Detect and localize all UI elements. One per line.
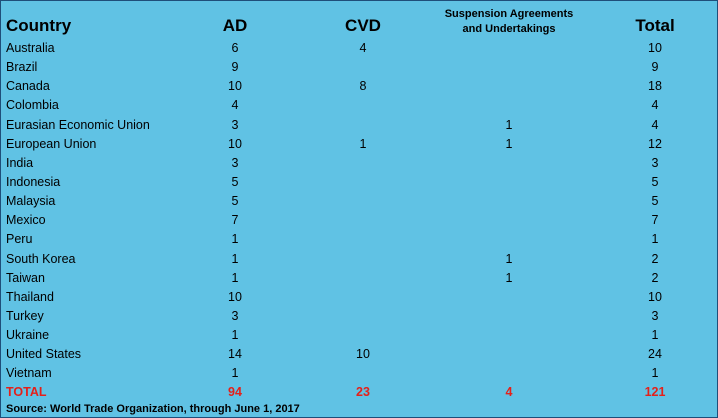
cell-total: 12 [648, 136, 662, 151]
table-row: Australia 6 4 10 [1, 39, 717, 58]
header-total: Total [635, 16, 675, 35]
cell-ad: 5 [231, 174, 239, 189]
table-body: Australia 6 4 10 Brazil 9 9 Canada 10 8 18 Colom… [1, 39, 717, 384]
table-row: Colombia 4 4 [1, 96, 717, 115]
cell-country: Colombia [6, 98, 59, 113]
cell-ad: 10 [228, 79, 242, 94]
header-suspension-line1: Suspension Agreements [444, 8, 574, 20]
header-ad: AD [222, 16, 248, 35]
header-suspension: Suspension Agreements and Undertakings [445, 7, 574, 37]
table-row: Peru 1 1 [1, 230, 717, 249]
cell-suspension: 1 [505, 117, 513, 132]
cell-country: India [6, 155, 34, 170]
cell-country: European Union [6, 136, 97, 151]
cell-ad: 5 [231, 194, 239, 209]
table-row: Canada 10 8 18 [1, 77, 717, 96]
cell-ad: 4 [231, 98, 239, 113]
table-row: Brazil 9 9 [1, 58, 717, 77]
cell-country: Mexico [6, 213, 46, 228]
cell-country: Eurasian Economic Union [6, 117, 150, 132]
table-row: South Korea 1 1 2 [1, 250, 717, 269]
cell-ad: 9 [231, 60, 239, 75]
table-row: Eurasian Economic Union 3 1 4 [1, 116, 717, 135]
cell-country: Thailand [6, 289, 54, 304]
cell-suspension: 1 [505, 251, 513, 266]
cell-country: Peru [6, 232, 33, 247]
cell-cvd: 10 [356, 347, 370, 362]
cell-total: 24 [648, 347, 662, 362]
table-row: Vietnam 1 1 [1, 364, 717, 383]
cell-ad: 3 [231, 155, 239, 170]
cell-country: Malaysia [6, 194, 56, 209]
table-row: Mexico 7 7 [1, 211, 717, 230]
totals-row: TOTAL 94 23 4 121 [1, 384, 717, 400]
cell-total: 9 [651, 60, 659, 75]
table-row: United States 14 10 24 [1, 345, 717, 364]
totals-suspension: 4 [505, 385, 513, 399]
cell-country: Canada [6, 79, 50, 94]
cell-country: Indonesia [6, 174, 61, 189]
cell-cvd: 4 [359, 41, 367, 55]
header-country: Country [6, 16, 72, 35]
cell-cvd: 1 [359, 136, 367, 151]
cell-ad: 3 [231, 308, 239, 323]
cell-total: 2 [651, 251, 659, 266]
cell-cvd: 8 [359, 79, 367, 94]
cell-total: 3 [651, 155, 659, 170]
cell-total: 4 [651, 117, 659, 132]
cell-ad: 6 [231, 41, 239, 55]
cell-country: Taiwan [6, 270, 45, 285]
cell-ad: 10 [228, 136, 242, 151]
totals-total: 121 [644, 385, 666, 399]
cell-ad: 1 [231, 328, 239, 343]
cell-ad: 1 [231, 251, 239, 266]
cell-total: 7 [651, 213, 659, 228]
header-suspension-line2: and Undertakings [462, 23, 556, 35]
cell-total: 18 [648, 79, 662, 94]
table-row: Ukraine 1 1 [1, 326, 717, 345]
cell-country: South Korea [6, 251, 76, 266]
cell-suspension: 1 [505, 136, 513, 151]
table-row: India 3 3 [1, 154, 717, 173]
cell-total: 3 [651, 308, 659, 323]
cell-ad: 3 [231, 117, 239, 132]
table-row: Indonesia 5 5 [1, 173, 717, 192]
cell-total: 5 [651, 194, 659, 209]
cell-country: Vietnam [6, 366, 52, 381]
totals-label: TOTAL [6, 385, 47, 399]
cell-total: 2 [651, 270, 659, 285]
table-row: Malaysia 5 5 [1, 192, 717, 211]
cell-total: 1 [651, 328, 659, 343]
cell-total: 1 [651, 232, 659, 247]
source-note: Source: World Trade Organization, throug… [6, 403, 300, 415]
cell-country: United States [6, 347, 82, 362]
cell-total: 1 [651, 366, 659, 381]
header-cvd: CVD [345, 16, 381, 35]
cell-total: 10 [648, 289, 662, 304]
cell-ad: 10 [228, 289, 242, 304]
table-row: Turkey 3 3 [1, 307, 717, 326]
cell-ad: 7 [231, 213, 239, 228]
table-row: Thailand 10 10 [1, 288, 717, 307]
cell-ad: 14 [228, 347, 242, 362]
cell-country: Turkey [6, 308, 44, 323]
cell-ad: 1 [231, 366, 239, 381]
cell-total: 5 [651, 174, 659, 189]
table-row: Taiwan 1 1 2 [1, 269, 717, 288]
cell-country: Brazil [6, 60, 38, 75]
cell-total: 10 [648, 41, 662, 55]
totals-cvd: 23 [356, 385, 370, 399]
table-row: European Union 10 1 1 12 [1, 135, 717, 154]
cell-ad: 1 [231, 270, 239, 285]
cell-country: Australia [6, 41, 55, 55]
cell-total: 4 [651, 98, 659, 113]
cell-country: Ukraine [6, 328, 50, 343]
cell-ad: 1 [231, 232, 239, 247]
cell-suspension: 1 [505, 270, 513, 285]
totals-ad: 94 [228, 385, 242, 399]
